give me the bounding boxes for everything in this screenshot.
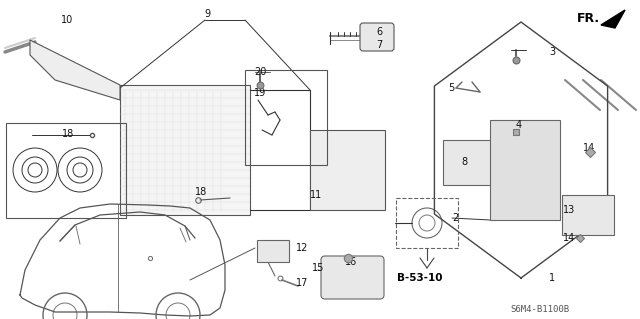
Text: 16: 16 (345, 257, 357, 267)
Polygon shape (30, 40, 120, 100)
Text: 3: 3 (549, 47, 555, 57)
Text: 1: 1 (549, 273, 555, 283)
Text: 9: 9 (204, 9, 210, 19)
Text: 11: 11 (310, 190, 323, 200)
Text: 12: 12 (296, 243, 308, 253)
Text: 8: 8 (461, 157, 467, 167)
Text: 20: 20 (254, 67, 266, 77)
Text: 10: 10 (61, 15, 73, 25)
Bar (6, 123, 126, 218)
Text: FR.: FR. (577, 11, 600, 25)
Circle shape (365, 267, 375, 277)
Text: 4: 4 (516, 120, 522, 130)
Bar (120, 85, 250, 215)
Text: 5: 5 (448, 83, 454, 93)
Bar (562, 195, 614, 235)
Text: 19: 19 (254, 88, 266, 98)
Bar (245, 70, 327, 165)
Bar (310, 130, 385, 210)
Text: 14: 14 (563, 233, 575, 243)
Text: 17: 17 (296, 278, 308, 288)
Circle shape (335, 267, 345, 277)
Circle shape (374, 34, 380, 40)
Text: S6M4-B1100B: S6M4-B1100B (511, 306, 570, 315)
Text: 18: 18 (195, 187, 207, 197)
Text: 14: 14 (583, 143, 595, 153)
Text: 6: 6 (376, 27, 382, 37)
Bar (490, 120, 560, 220)
FancyBboxPatch shape (360, 23, 394, 51)
Text: 13: 13 (563, 205, 575, 215)
Text: 18: 18 (62, 129, 74, 139)
Text: B-53-10: B-53-10 (397, 273, 443, 283)
FancyBboxPatch shape (321, 256, 384, 299)
Bar (443, 140, 498, 185)
Bar (396, 198, 458, 248)
Text: 7: 7 (376, 40, 382, 50)
Polygon shape (601, 10, 625, 28)
Text: 2: 2 (452, 213, 458, 223)
Text: 15: 15 (312, 263, 324, 273)
Bar (257, 240, 289, 262)
Circle shape (350, 267, 360, 277)
